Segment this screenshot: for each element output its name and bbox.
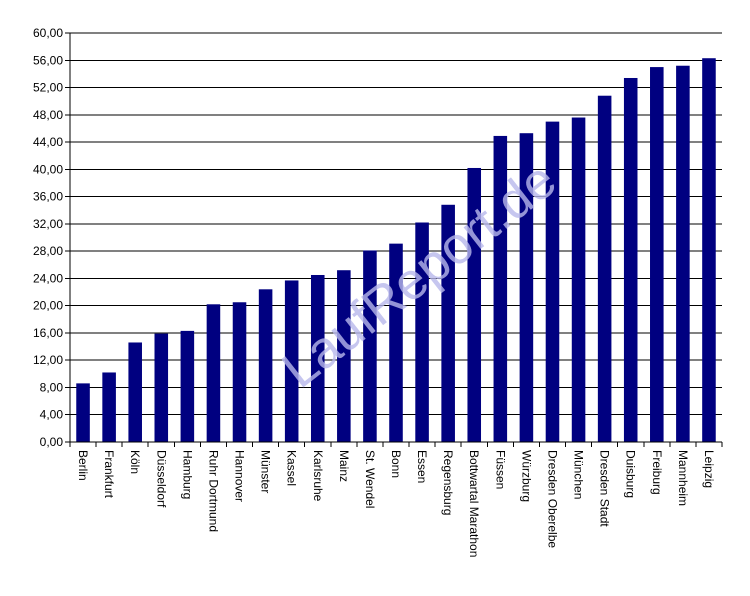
y-tick-label: 40,00: [33, 162, 63, 176]
bar-bonn: [389, 243, 403, 442]
x-tick-label: Dresden Oberelbe: [545, 450, 559, 548]
x-tick-label: Bonn: [389, 450, 403, 478]
x-tick-label: Mainz: [337, 450, 351, 482]
x-tick-label: Frankfurt: [102, 450, 116, 499]
x-tick-label: Ruhr Dortmund: [206, 450, 220, 532]
bar-dresden-oberelbe: [545, 121, 560, 442]
x-tick-label: Hannover: [233, 450, 247, 502]
bar-ruhr-dortmund: [206, 304, 221, 442]
bar-duisburg: [623, 77, 638, 443]
y-tick-label: 48,00: [33, 108, 63, 122]
y-tick-label: 28,00: [33, 244, 63, 258]
y-tick-label: 60,00: [33, 26, 63, 40]
x-tick-label: Mannheim: [676, 450, 690, 506]
bar-hannover: [232, 302, 247, 442]
bars: [76, 58, 716, 443]
bar-frankfurt: [102, 372, 116, 442]
x-tick-label: Düsseldorf: [154, 450, 168, 508]
bar-köln: [128, 342, 142, 442]
bar-hamburg: [180, 330, 195, 442]
y-tick-label: 16,00: [33, 326, 63, 340]
y-axis-ticks: 0,00 4,00 8,00 12,00 16,00 20,00 24,00 28,00 32,…: [33, 26, 70, 449]
bar-münster: [258, 289, 273, 442]
bar-berlin: [76, 383, 90, 442]
bar-bottwartal-marathon: [467, 167, 482, 442]
bar-kassel: [284, 280, 299, 442]
bar-dresden-stadt: [597, 95, 612, 443]
x-tick-label: Köln: [128, 450, 142, 474]
x-axis-labels: Berlin Frankfurt Köln Düsseldorf Hamburg Ruhr…: [69, 442, 723, 557]
y-tick-label: 12,00: [33, 353, 63, 367]
bar-düsseldorf: [154, 333, 169, 442]
y-tick-label: 8,00: [40, 380, 64, 394]
y-tick-label: 32,00: [33, 217, 63, 231]
y-tick-label: 56,00: [33, 53, 63, 67]
bar-karlsruhe: [310, 274, 325, 442]
x-tick-label: Duisburg: [624, 450, 638, 498]
x-tick-label: Bottwartal Marathon: [467, 450, 481, 557]
x-tick-label: Regensburg: [441, 450, 455, 515]
y-tick-label: 44,00: [33, 135, 63, 149]
x-tick-label: Leipzig: [702, 450, 716, 488]
bar-münchen: [571, 117, 586, 442]
bar-mannheim: [676, 65, 690, 442]
x-tick-label: Hamburg: [180, 450, 194, 499]
bar-regensburg: [441, 204, 455, 442]
x-tick-label: Füssen: [493, 450, 507, 489]
x-tick-label: Münster: [259, 450, 273, 493]
y-tick-label: 0,00: [40, 435, 64, 449]
bar-mainz: [337, 270, 351, 442]
y-tick-label: 4,00: [40, 408, 64, 422]
x-tick-label: Würzburg: [519, 450, 533, 502]
x-tick-label: Freiburg: [650, 450, 664, 495]
bar-würzburg: [519, 133, 534, 442]
bar-st-wendel: [363, 250, 377, 442]
y-tick-label: 52,00: [33, 81, 63, 95]
bar-leipzig: [702, 58, 716, 442]
x-tick-label: Kassel: [285, 450, 299, 486]
x-tick-label: Berlin: [76, 450, 90, 481]
x-tick-label: Karlsruhe: [311, 450, 325, 502]
y-tick-label: 20,00: [33, 299, 63, 313]
x-tick-label: Dresden Stadt: [598, 450, 612, 527]
bar-essen: [415, 222, 429, 442]
x-tick-label: Essen: [415, 450, 429, 483]
y-tick-label: 24,00: [33, 271, 63, 285]
bar-freiburg: [650, 67, 664, 442]
x-tick-label: München: [572, 450, 586, 499]
x-tick-label: St. Wendel: [363, 450, 377, 508]
y-tick-label: 36,00: [33, 190, 63, 204]
bar-füssen: [493, 135, 508, 442]
